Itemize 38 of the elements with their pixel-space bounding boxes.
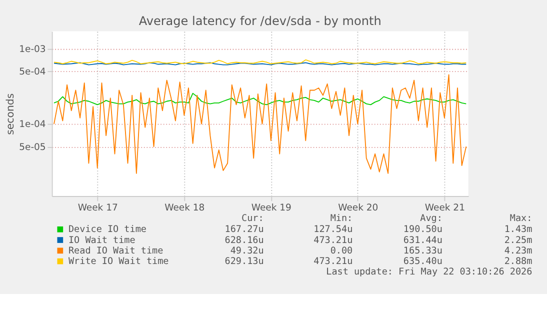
chart-title: Average latency for /dev/sda - by month	[138, 14, 382, 28]
text: Max:	[510, 213, 532, 224]
text: 2.25m	[504, 234, 533, 246]
legend-label: Read IO Wait time	[68, 245, 164, 256]
legend-label: IO Wait time	[68, 234, 136, 246]
text: Cur:	[242, 213, 264, 224]
line-series	[54, 74, 467, 174]
y-axis-title: seconds	[6, 93, 17, 135]
text: 629.13u	[224, 256, 264, 268]
text: 473.21u	[314, 234, 353, 246]
x-tick-label: Week 17	[78, 202, 118, 214]
text: Avg:	[420, 213, 442, 224]
text: 4.23m	[504, 245, 533, 256]
text: 127.54u	[314, 224, 353, 236]
y-tick-label: 1e-03	[19, 44, 46, 55]
legend-label: Write IO Wait time	[68, 256, 170, 268]
text: 49.32u	[230, 245, 264, 256]
x-tick-label: Week 18	[164, 202, 205, 214]
text: 165.33u	[403, 245, 442, 256]
y-tick-label: 5e-04	[19, 66, 46, 78]
text: 628.16u	[224, 234, 264, 246]
x-tick-label: Week 19	[251, 202, 292, 214]
text: Last update: Fri May 22 03:10:26 2026	[326, 266, 532, 278]
text: 2.88m	[504, 256, 533, 268]
text: 473.21u	[314, 256, 353, 268]
x-tick-label: Week 20	[338, 202, 378, 214]
line-series	[54, 92, 467, 106]
text: Min:	[330, 213, 353, 224]
y-tick-label: 1e-04	[19, 119, 46, 130]
text: 631.44u	[403, 234, 442, 246]
text: 1.43m	[504, 224, 533, 236]
legend-label: Device IO time	[68, 224, 147, 236]
text: 190.50u	[403, 224, 442, 236]
text: 0.00	[330, 245, 353, 256]
text: 167.27u	[224, 224, 264, 236]
y-tick-label: 5e-05	[19, 142, 46, 153]
text: 635.40u	[403, 256, 442, 268]
x-tick-label: Week 21	[424, 202, 466, 214]
